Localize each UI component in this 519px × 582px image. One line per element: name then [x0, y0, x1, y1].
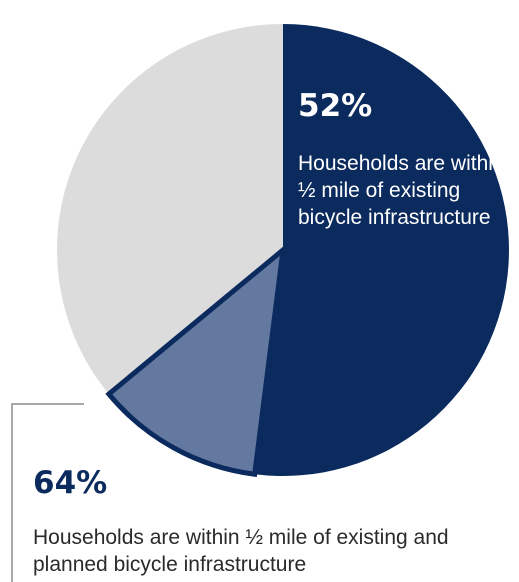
- pie-slice-existing: [255, 24, 509, 476]
- slice-description-existing: Households are within ½ mile of existing…: [298, 150, 508, 231]
- slice-label-existing: 52%: [298, 91, 372, 122]
- callout-label-combined: 64%: [33, 468, 107, 499]
- callout-description-combined: Households are within ½ mile of existing…: [33, 524, 513, 578]
- slices-layer: [57, 24, 509, 476]
